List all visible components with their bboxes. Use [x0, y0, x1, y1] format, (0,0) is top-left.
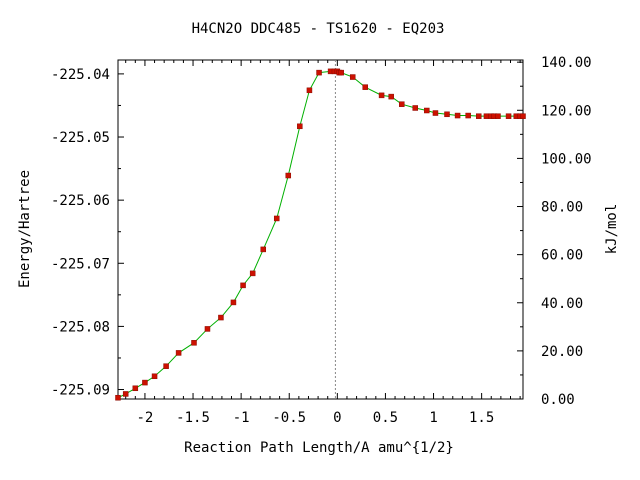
x-tick-label: -2 [137, 410, 154, 426]
data-point [273, 215, 280, 222]
y2-tick-label: 140.00 [541, 55, 592, 71]
data-point [260, 246, 267, 253]
data-point [142, 379, 148, 386]
x-axis-label: Reaction Path Length/A amu^{1/2} [184, 440, 454, 456]
data-point [475, 113, 482, 119]
data-point [432, 110, 439, 116]
y2-axis-label: kJ/mol [604, 204, 620, 255]
y2-tick-label: 80.00 [541, 200, 583, 216]
y2-tick-label: 60.00 [541, 248, 583, 264]
data-point [163, 363, 169, 369]
x-tick-label: -0.5 [272, 410, 306, 426]
data-point [399, 101, 405, 107]
data-point [240, 282, 246, 289]
data-point [520, 113, 526, 119]
y-axis-right: 0.00 20.00 40.00 60.00 80.00 100.00 120.00 140.… [517, 55, 592, 408]
x-axis: -2 -1.5 -1 -0.5 0 0.5 1 1.5 [125, 60, 521, 426]
data-point [495, 113, 501, 119]
x-tick-label: 1.5 [469, 410, 494, 426]
data-point [338, 69, 344, 76]
y-tick-label: -225.05 [51, 130, 110, 146]
data-point [505, 113, 512, 119]
y2-tick-label: 40.00 [541, 296, 583, 312]
y2-tick-label: 0.00 [541, 392, 575, 408]
x-tick-label: 1 [429, 410, 437, 426]
y-tick-label: -225.06 [51, 193, 110, 209]
data-point [465, 112, 471, 119]
plot-frame [117, 59, 524, 400]
data-point [218, 314, 224, 321]
y2-tick-label: 20.00 [541, 344, 583, 360]
y2-tick-label: 120.00 [541, 103, 592, 119]
data-point [297, 123, 303, 130]
y-tick-label: -225.08 [51, 319, 110, 335]
data-point [191, 340, 197, 346]
data-point [306, 87, 313, 94]
data-point [132, 385, 139, 392]
y-tick-label: -225.09 [51, 383, 110, 399]
x-tick-label: 0.5 [373, 410, 398, 426]
data-point [204, 326, 211, 332]
y2-tick-label: 100.00 [541, 151, 592, 167]
data-point [362, 84, 368, 90]
y-tick-label: -225.07 [51, 256, 110, 272]
data-points [115, 68, 526, 401]
data-point [122, 391, 129, 397]
data-point [349, 74, 356, 80]
data-point [115, 394, 121, 401]
data-point [230, 299, 237, 306]
y-tick-label: -225.04 [51, 67, 110, 83]
data-point [388, 93, 394, 100]
data-point [454, 112, 461, 119]
data-point [249, 270, 256, 277]
data-point [412, 105, 419, 111]
data-point [424, 107, 430, 114]
x-tick-label: -1 [233, 410, 250, 426]
data-point [151, 373, 158, 380]
y-axis-label: Energy/Hartree [17, 170, 33, 288]
data-point [483, 113, 490, 119]
data-point [378, 92, 385, 99]
energy-curve [117, 70, 523, 399]
data-point [175, 350, 182, 356]
x-tick-label: -1.5 [176, 410, 210, 426]
x-tick-label: 0 [333, 410, 341, 426]
chart-title: H4CN2O DDC485 - TS1620 - EQ203 [192, 21, 445, 37]
data-point [444, 111, 450, 118]
y-axis-left: -225.04 -225.05 -225.06 -225.07 -225.08 -225.… [51, 67, 124, 399]
data-point [285, 172, 292, 179]
data-point [316, 69, 322, 76]
